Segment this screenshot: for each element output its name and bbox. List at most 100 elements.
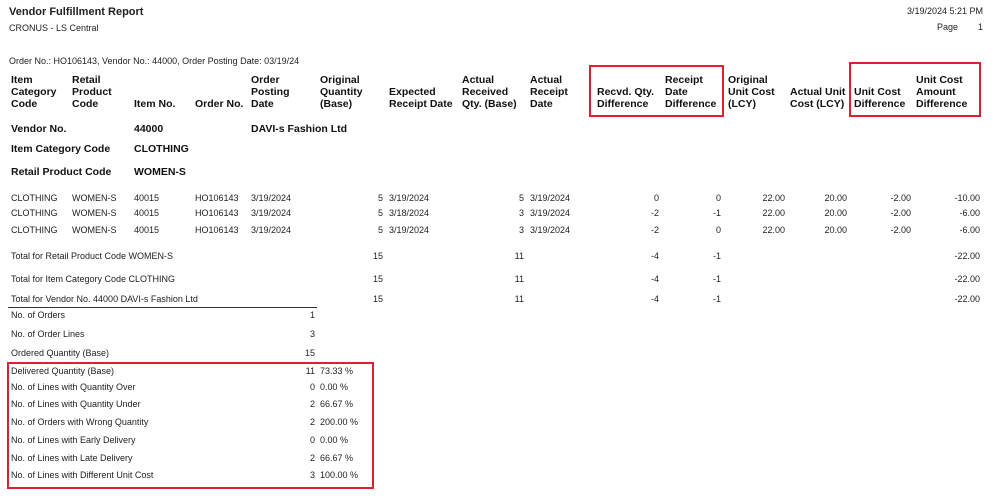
category-value: CLOTHING	[134, 143, 189, 155]
table-cell: -2	[650, 225, 659, 235]
table-cell: 3/19/2024	[251, 208, 292, 218]
column-header: Actual Receipt Date	[530, 74, 568, 110]
company-name: CRONUS - LS Central	[9, 23, 99, 33]
product-label: Retail Product Code	[11, 166, 112, 178]
total-amount-diff: -22.00	[954, 274, 980, 284]
summary-percent: 73.33 %	[320, 366, 354, 376]
column-header: Order Posting Date	[251, 74, 290, 110]
total-date-diff: -1	[712, 251, 721, 261]
summary-label: Delivered Quantity (Base)	[11, 366, 115, 376]
table-cell: -2.00	[890, 225, 911, 235]
summary-value: 0	[309, 435, 315, 445]
column-header: Original Unit Cost (LCY)	[728, 74, 775, 110]
table-cell: 20.00	[824, 193, 847, 203]
table-cell: 20.00	[824, 225, 847, 235]
table-cell: 5	[377, 225, 383, 235]
table-cell: HO106143	[195, 193, 239, 203]
total-label: Total for Vendor No. 44000 DAVI-s Fashio…	[11, 294, 198, 304]
table-cell: WOMEN-S	[72, 225, 117, 235]
table-cell: -1	[712, 208, 721, 218]
table-cell: CLOTHING	[11, 225, 58, 235]
table-cell: CLOTHING	[11, 208, 58, 218]
total-recv-qty: 11	[514, 251, 524, 261]
table-cell: 3/19/2024	[251, 193, 292, 203]
summary-value: 3	[309, 470, 315, 480]
highlight-box-summary	[7, 362, 374, 489]
table-cell: 40015	[134, 225, 160, 235]
total-orig-qty: 15	[372, 274, 383, 284]
total-qty-diff: -4	[650, 274, 659, 284]
summary-percent: 66.67 %	[320, 453, 354, 463]
summary-label: No. of Lines with Early Delivery	[11, 435, 136, 445]
column-header: Unit Cost Difference	[854, 86, 906, 110]
table-cell: 3/19/2024	[389, 225, 430, 235]
table-cell: -2.00	[890, 193, 911, 203]
table-cell: 3	[518, 225, 524, 235]
table-cell: 3/19/2024	[530, 193, 571, 203]
column-header: Recvd. Qty. Difference	[597, 86, 654, 110]
vendor-name: DAVI-s Fashion Ltd	[251, 123, 348, 135]
total-amount-diff: -22.00	[954, 294, 980, 304]
report-title: Vendor Fulfillment Report	[9, 6, 144, 18]
table-cell: 3/19/2024	[530, 225, 571, 235]
table-cell: 40015	[134, 193, 160, 203]
table-cell: HO106143	[195, 208, 239, 218]
total-label: Total for Item Category Code CLOTHING	[11, 274, 176, 284]
table-cell: 0	[715, 225, 721, 235]
vendor-label: Vendor No.	[11, 123, 67, 135]
total-orig-qty: 15	[372, 251, 383, 261]
vendor-no: 44000	[134, 123, 164, 135]
product-value: WOMEN-S	[134, 166, 186, 178]
summary-label: No. of Lines with Quantity Over	[11, 382, 136, 392]
highlight-box-difference	[589, 65, 724, 117]
table-cell: -10.00	[954, 193, 980, 203]
table-cell: 0	[653, 193, 659, 203]
summary-value: 11	[305, 366, 315, 376]
table-cell: 3/19/2024	[530, 208, 571, 218]
total-recv-qty: 11	[514, 274, 524, 284]
table-cell: 3/18/2024	[389, 208, 430, 218]
table-cell: 3/19/2024	[389, 193, 430, 203]
column-header: Original Quantity (Base)	[320, 74, 363, 110]
summary-label: No. of Orders with Wrong Quantity	[11, 417, 149, 427]
table-cell: 40015	[134, 208, 160, 218]
total-date-diff: -1	[712, 274, 721, 284]
summary-divider	[8, 307, 317, 308]
total-date-diff: -1	[712, 294, 721, 304]
table-cell: 22.00	[762, 208, 785, 218]
summary-percent: 0.00 %	[320, 435, 349, 445]
total-label: Total for Retail Product Code WOMEN-S	[11, 251, 174, 261]
summary-value: 3	[309, 329, 315, 339]
report-datetime: 3/19/2024 5:21 PM	[906, 6, 983, 16]
summary-label: No. of Orders	[11, 310, 66, 320]
summary-percent: 200.00 %	[320, 417, 359, 427]
table-cell: -6.00	[959, 208, 980, 218]
column-header: Item Category Code	[11, 74, 57, 110]
column-header: Item No.	[134, 98, 176, 110]
table-cell: 5	[518, 193, 524, 203]
column-header: Order No.	[195, 98, 244, 110]
total-qty-diff: -4	[650, 251, 659, 261]
table-cell: WOMEN-S	[72, 208, 117, 218]
summary-label: No. of Lines with Late Delivery	[11, 453, 133, 463]
summary-value: 15	[304, 348, 315, 358]
summary-value: 2	[309, 417, 315, 427]
summary-value: 2	[309, 453, 315, 463]
summary-value: 2	[309, 399, 315, 409]
summary-label: No. of Order Lines	[11, 329, 85, 339]
summary-percent: 0.00 %	[320, 382, 349, 392]
column-header: Unit Cost Amount Difference	[916, 74, 968, 110]
table-cell: 22.00	[762, 193, 785, 203]
column-header: Retail Product Code	[72, 74, 112, 110]
table-cell: 0	[715, 193, 721, 203]
summary-value: 0	[309, 382, 315, 392]
column-header: Actual Unit Cost (LCY)	[790, 86, 846, 110]
summary-value: 1	[309, 310, 315, 320]
total-orig-qty: 15	[372, 294, 383, 304]
summary-percent: 100.00 %	[320, 470, 359, 480]
summary-percent: 66.67 %	[320, 399, 354, 409]
total-recv-qty: 11	[514, 294, 524, 304]
table-cell: 3	[518, 208, 524, 218]
total-qty-diff: -4	[650, 294, 659, 304]
